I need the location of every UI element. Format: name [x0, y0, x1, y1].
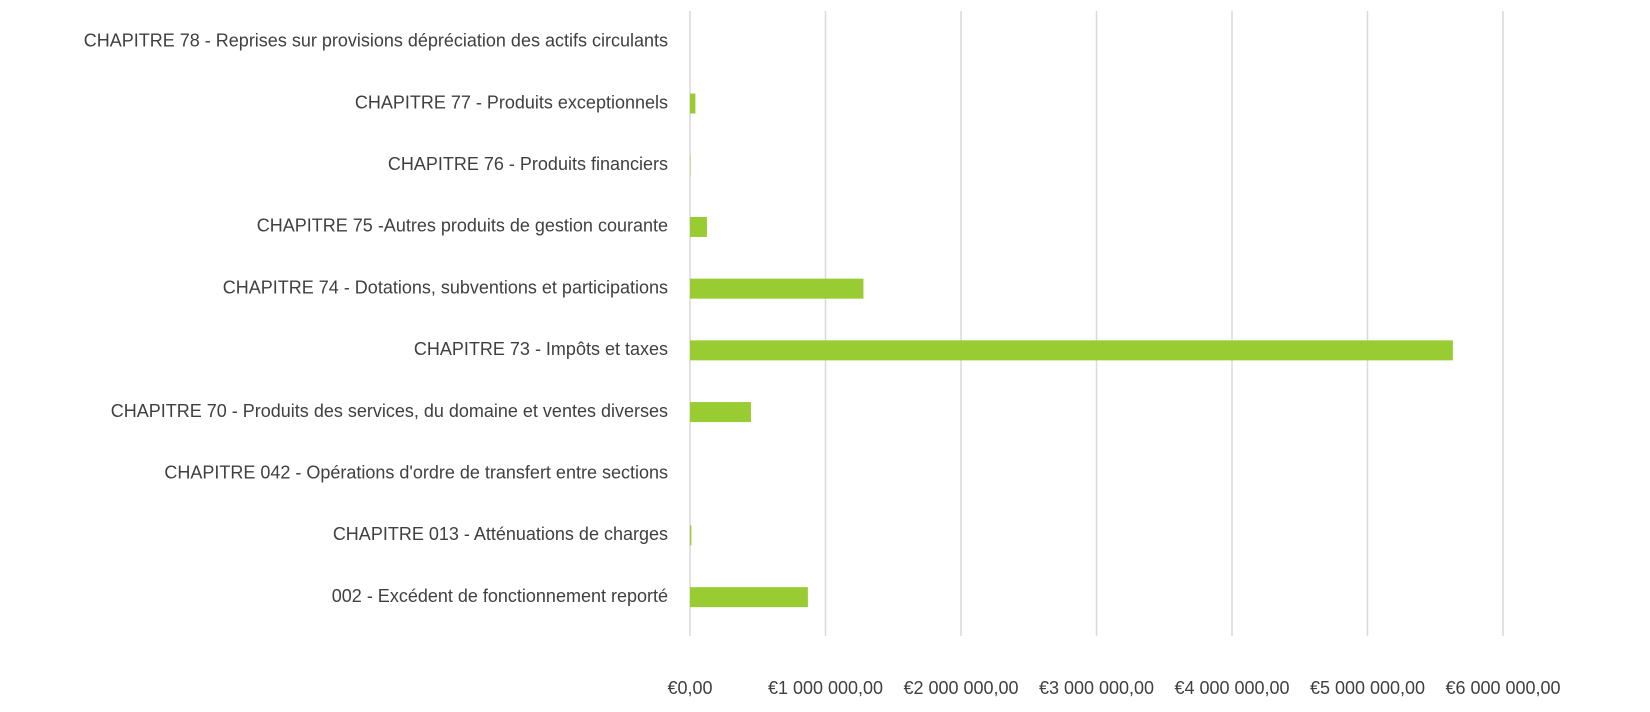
bar: [690, 279, 863, 299]
bar: [690, 340, 1453, 360]
y-tick-label: CHAPITRE 042 - Opérations d'ordre de tra…: [164, 463, 668, 483]
x-tick-label: €4 000 000,00: [1174, 678, 1289, 698]
x-tick-label: €3 000 000,00: [1039, 678, 1154, 698]
bar: [690, 94, 695, 114]
x-tick-label: €1 000 000,00: [768, 678, 883, 698]
y-tick-label: 002 - Excédent de fonctionnement reporté: [332, 586, 668, 606]
bar: [690, 525, 691, 545]
y-tick-label: CHAPITRE 75 -Autres produits de gestion …: [257, 216, 668, 236]
bar: [690, 217, 707, 237]
y-tick-label: CHAPITRE 76 - Produits financiers: [388, 154, 668, 174]
y-tick-label: CHAPITRE 73 - Impôts et taxes: [414, 339, 668, 359]
bar: [690, 587, 808, 607]
x-tick-label: €0,00: [667, 678, 712, 698]
y-tick-label: CHAPITRE 78 - Reprises sur provisions dé…: [84, 31, 668, 51]
x-tick-label: €5 000 000,00: [1310, 678, 1425, 698]
bar: [690, 402, 751, 422]
y-tick-label: CHAPITRE 013 - Atténuations de charges: [333, 524, 668, 544]
x-tick-label: €2 000 000,00: [903, 678, 1018, 698]
y-tick-label: CHAPITRE 70 - Produits des services, du …: [111, 401, 668, 421]
y-tick-label: CHAPITRE 74 - Dotations, subventions et …: [223, 277, 668, 297]
y-tick-label: CHAPITRE 77 - Produits exceptionnels: [355, 92, 668, 112]
x-tick-label: €6 000 000,00: [1445, 678, 1560, 698]
